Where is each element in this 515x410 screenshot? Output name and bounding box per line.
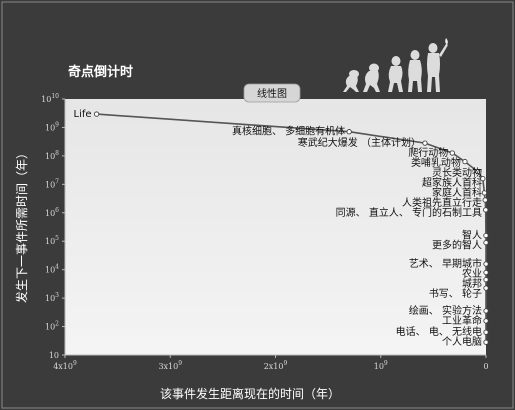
data-point (462, 158, 468, 165)
data-point (449, 150, 455, 156)
data-point (483, 318, 489, 324)
y-tick-label: 109 (45, 121, 59, 132)
y-tick-label: 108 (45, 150, 59, 161)
y-tick-exponent: 4 (55, 264, 59, 271)
linear-chart-tab[interactable] (243, 83, 301, 103)
data-point (483, 207, 489, 213)
data-point (483, 232, 489, 239)
event-label: 寒武纪大爆发 （主体计划） (298, 136, 421, 149)
data-points (93, 111, 489, 345)
data-point (483, 329, 489, 335)
x-tick-label: 4x109 (53, 360, 77, 371)
data-point (483, 339, 489, 345)
y-tick-label: 107 (45, 178, 59, 189)
data-point (483, 276, 489, 283)
y-tick-label: 104 (45, 264, 59, 275)
event-label: 绘画、 实验方法 (409, 304, 482, 317)
event-label: 智人 (462, 229, 482, 242)
x-tick-exponent: 9 (384, 360, 388, 367)
y-tick-label: 103 (45, 292, 59, 303)
data-point (422, 140, 428, 146)
x-tick-exponent: 9 (73, 360, 77, 367)
y-tick-exponent: 8 (55, 150, 59, 157)
event-label: 真核细胞、 多细胞有机体 (232, 125, 345, 138)
event-label: 个人电脑 (442, 335, 482, 348)
y-tick-label: 105 (45, 235, 59, 246)
event-label: 电话、 电、 无线电 (396, 325, 482, 338)
data-point (474, 168, 481, 175)
event-label: 灵长类动物 (432, 166, 482, 179)
data-point (93, 111, 100, 117)
event-label: 更多的智人 (432, 239, 482, 252)
x-tick-label: 2x109 (264, 360, 288, 371)
event-label: 爬行动物 (408, 146, 448, 159)
x-tick-label: 0 (483, 362, 488, 371)
linear-chart-tab-label: 线性图 (257, 87, 287, 100)
event-label: Life (74, 109, 92, 120)
x-tick-label: 3x109 (158, 360, 182, 371)
x-tick-exponent: 9 (283, 360, 287, 367)
data-point (483, 285, 489, 291)
data-point (483, 308, 489, 314)
chart-title: 奇点倒计时 (68, 64, 133, 80)
event-label: 工业革命 (442, 314, 482, 327)
y-tick-label: 106 (45, 207, 59, 218)
event-label: 家庭人首科 (432, 186, 482, 199)
data-point (481, 190, 488, 196)
data-point (482, 197, 488, 203)
data-point (346, 129, 352, 135)
x-axis-label: 该事件发生距离现在的时间（年） (160, 386, 340, 401)
data-point (483, 239, 489, 246)
human-evolution-icon (343, 38, 448, 92)
data-point (483, 269, 489, 276)
y-tick-exponent: 3 (55, 292, 59, 299)
y-tick-exponent: 5 (55, 235, 59, 242)
y-tick-exponent: 10 (51, 93, 59, 100)
data-point (480, 175, 486, 182)
y-tick-exponent: 6 (55, 207, 59, 214)
y-axis-label: 发生下一事件所需时间（年） (14, 147, 29, 303)
y-tick-exponent: 9 (55, 121, 59, 128)
y-tick-exponent: 7 (55, 178, 59, 185)
event-label: 艺术、 早期城市 (409, 257, 482, 270)
y-tick-label: 1010 (41, 93, 59, 104)
data-point (483, 261, 489, 267)
event-label: 超家族人首科 (422, 176, 482, 189)
event-label: 人类祖先直立行走 (402, 196, 482, 209)
event-label: 同源、 直立人、 专门的石制工具 (336, 206, 482, 219)
event-label: 农业 (462, 267, 482, 280)
x-tick-exponent: 9 (178, 360, 182, 367)
x-tick-label: 109 (374, 360, 388, 371)
y-tick-exponent: 2 (55, 321, 59, 328)
event-label: 书写、 轮子 (429, 287, 482, 300)
event-label: 类哺乳动物 (411, 156, 461, 169)
event-label: 城邦 (462, 277, 482, 290)
x-axis-ticks: 4x109 3x109 2x109 109 0 (53, 355, 489, 371)
y-tick-label: 102 (45, 321, 59, 332)
y-tick-label: 10 (49, 351, 59, 360)
